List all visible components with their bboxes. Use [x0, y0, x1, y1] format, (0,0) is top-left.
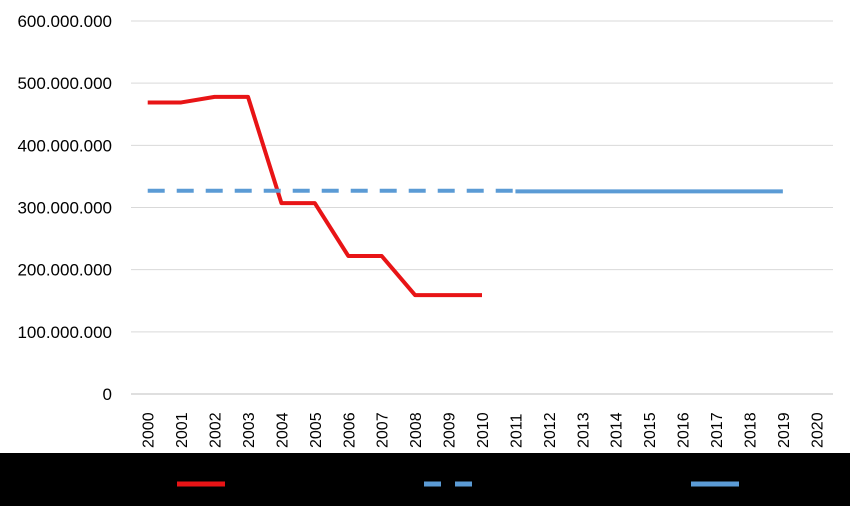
- x-tick-label: 2006: [341, 412, 358, 448]
- y-tick-label: 500.000.000: [17, 74, 112, 93]
- x-tick-label: 2013: [575, 412, 592, 448]
- x-tick-label: 2016: [676, 412, 693, 448]
- x-tick-label: 2010: [475, 412, 492, 448]
- x-tick-label: 2008: [408, 412, 425, 448]
- x-tick-label: 2009: [442, 412, 459, 448]
- y-tick-label: 300.000.000: [17, 199, 112, 218]
- x-tick-label: 2003: [241, 412, 258, 448]
- x-tick-label: 2014: [609, 412, 626, 448]
- x-tick-label: 2007: [375, 412, 392, 448]
- legend-background: [0, 453, 850, 506]
- x-tick-label: 2019: [776, 412, 793, 448]
- x-tick-label: 2015: [642, 412, 659, 448]
- x-tick-label: 2005: [308, 412, 325, 448]
- y-tick-label: 200.000.000: [17, 261, 112, 280]
- series-line-1: [147, 94, 482, 298]
- legend: [0, 453, 850, 506]
- y-tick-label: 100.000.000: [17, 323, 112, 342]
- x-tick-label: 2002: [208, 412, 225, 448]
- x-tick-label: 2017: [709, 412, 726, 448]
- x-tick-label: 2012: [542, 412, 559, 448]
- y-tick-label: 400.000.000: [17, 136, 112, 155]
- gridlines: [131, 20, 833, 395]
- x-tick-label: 2020: [809, 412, 826, 448]
- y-tick-label: 0: [103, 385, 112, 404]
- x-tick-label: 2011: [508, 413, 525, 448]
- series-lines: [147, 94, 783, 298]
- y-tick-label: 600.000.000: [17, 12, 112, 31]
- y-axis: 0 100.000.000 200.000.000 300.000.000 400.00…: [17, 12, 112, 404]
- x-tick-label: 2018: [742, 412, 759, 448]
- x-tick-label: 2001: [174, 412, 191, 448]
- x-axis: 2000 2001 2002 2003 2004 2005 2006 2007 2008 2009…: [141, 412, 827, 448]
- x-tick-label: 2004: [274, 412, 291, 448]
- x-tick-label: 2000: [141, 412, 158, 448]
